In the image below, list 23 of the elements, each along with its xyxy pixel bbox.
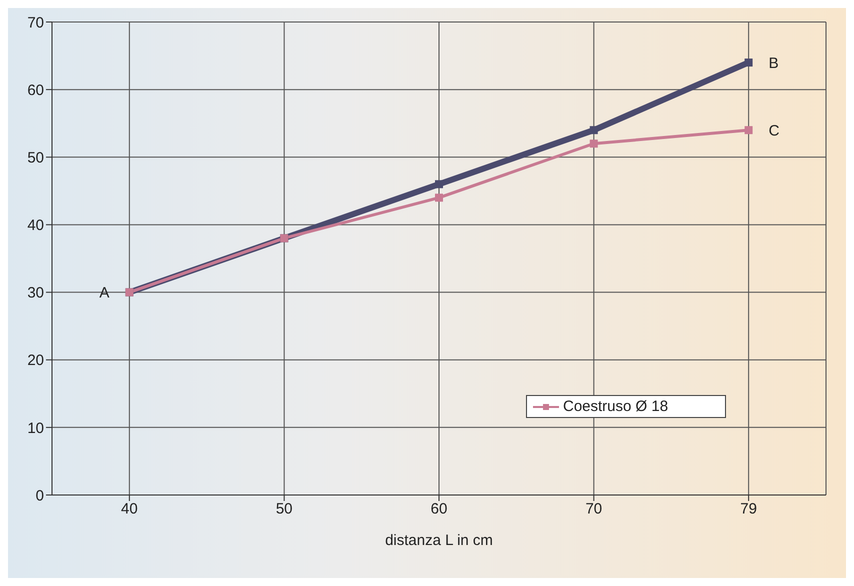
point [590, 126, 598, 134]
y-tick-label: 30 [27, 284, 44, 302]
y-tick-label: 70 [27, 14, 44, 32]
x-axis-title: distanza L in cm [385, 532, 493, 549]
y-tick-label: 0 [36, 487, 44, 504]
point [590, 140, 598, 148]
x-tick-label: 70 [585, 500, 602, 518]
point [435, 180, 443, 188]
y-tick-label: 40 [27, 217, 44, 234]
y-tick-label: 10 [27, 420, 44, 437]
x-tick-label: 50 [276, 500, 293, 518]
y-tick-label: 50 [27, 149, 44, 166]
point [744, 126, 753, 134]
y-tick-label: 60 [27, 82, 44, 99]
legend-label: Coestruso Ø 18 [563, 398, 668, 415]
annotation: C [768, 122, 780, 140]
x-tick-label: 40 [121, 500, 138, 518]
point [744, 58, 753, 67]
x-tick-label: 60 [430, 500, 448, 518]
x-tick-label: 79 [740, 500, 757, 518]
annotation: B [768, 54, 779, 72]
y-tick-label: 20 [27, 352, 44, 370]
point [435, 194, 443, 202]
